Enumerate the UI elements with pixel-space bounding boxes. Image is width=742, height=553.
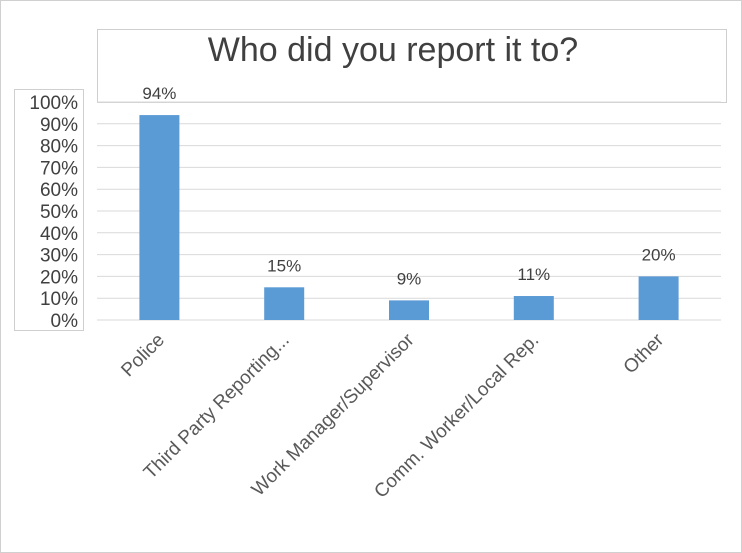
title-box <box>97 29 727 103</box>
category-label: Police <box>117 330 168 381</box>
y-tick-label: 90% <box>40 115 78 136</box>
y-tick-label: 70% <box>40 158 78 179</box>
y-tick-label: 60% <box>40 180 78 201</box>
category-label: Third Party Reporting... <box>140 330 294 484</box>
y-axis-label-box <box>14 89 84 331</box>
chart-title: Who did you report it to? <box>207 31 579 69</box>
bar <box>389 300 429 320</box>
y-tick-label: 10% <box>40 289 78 310</box>
y-tick-label: 40% <box>40 224 78 245</box>
data-label: 20% <box>642 245 676 264</box>
bar <box>139 115 180 320</box>
bar <box>264 287 305 320</box>
data-label: 15% <box>267 256 301 275</box>
y-tick-label: 30% <box>40 246 78 267</box>
y-tick-label: 100% <box>29 93 78 114</box>
y-tick-label: 20% <box>40 267 78 288</box>
y-tick-label: 80% <box>40 137 78 158</box>
bar <box>513 296 554 320</box>
y-tick-label: 0% <box>51 311 79 332</box>
data-label: 9% <box>397 269 422 288</box>
bar <box>638 276 679 320</box>
data-label: 11% <box>517 265 550 284</box>
y-tick-label: 50% <box>40 202 78 223</box>
data-label: 94% <box>142 84 176 103</box>
category-label: Other <box>620 329 669 378</box>
